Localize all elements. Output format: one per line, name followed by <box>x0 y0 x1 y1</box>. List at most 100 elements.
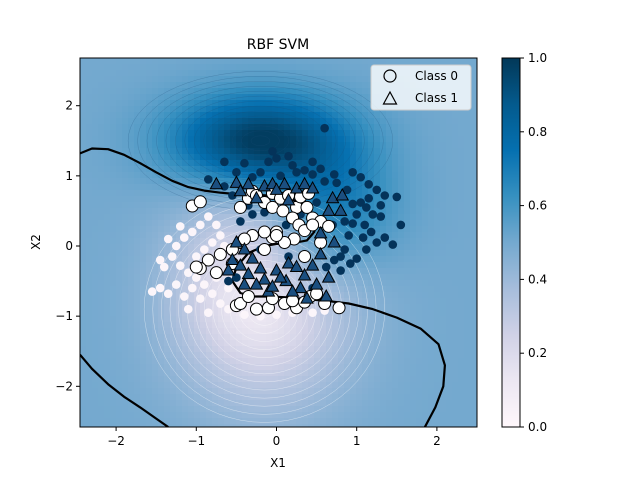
field-cell <box>260 382 267 389</box>
field-cell <box>290 358 297 365</box>
field-cell <box>416 256 423 263</box>
field-cell <box>212 166 219 173</box>
field-cell <box>224 292 231 299</box>
field-cell <box>266 64 273 71</box>
field-cell <box>104 274 111 281</box>
field-cell <box>176 64 183 71</box>
field-cell <box>278 100 285 107</box>
blue-dot <box>268 147 277 156</box>
field-cell <box>194 172 201 179</box>
field-cell <box>404 226 411 233</box>
field-cell <box>122 304 129 311</box>
field-cell <box>164 394 171 401</box>
field-cell <box>470 94 477 101</box>
field-cell <box>446 184 453 191</box>
field-cell <box>398 328 405 335</box>
field-cell <box>422 214 429 221</box>
white-dot <box>196 294 205 303</box>
field-cell <box>326 340 333 347</box>
field-cell <box>350 280 357 287</box>
field-cell <box>296 160 303 167</box>
field-cell <box>236 94 243 101</box>
field-cell <box>428 322 435 329</box>
field-cell <box>170 130 177 137</box>
field-cell <box>422 196 429 203</box>
field-cell <box>224 58 231 65</box>
field-cell <box>470 394 477 401</box>
field-cell <box>242 172 249 179</box>
field-cell <box>272 256 279 263</box>
field-cell <box>428 184 435 191</box>
field-cell <box>248 70 255 77</box>
field-cell <box>104 172 111 179</box>
field-cell <box>164 202 171 209</box>
field-cell <box>212 334 219 341</box>
field-cell <box>380 334 387 341</box>
field-cell <box>158 376 165 383</box>
field-cell <box>368 298 375 305</box>
field-cell <box>80 400 87 407</box>
field-cell <box>170 274 177 281</box>
field-cell <box>146 88 153 95</box>
field-cell <box>194 364 201 371</box>
field-cell <box>380 412 387 419</box>
field-cell <box>422 352 429 359</box>
field-cell <box>446 196 453 203</box>
field-cell <box>302 346 309 353</box>
field-cell <box>272 322 279 329</box>
field-cell <box>260 328 267 335</box>
field-cell <box>212 358 219 365</box>
field-cell <box>200 148 207 155</box>
field-cell <box>362 160 369 167</box>
field-cell <box>242 124 249 131</box>
field-cell <box>290 112 297 119</box>
field-cell <box>266 94 273 101</box>
field-cell <box>140 334 147 341</box>
field-cell <box>86 214 93 221</box>
field-cell <box>80 214 87 221</box>
field-cell <box>116 376 123 383</box>
field-cell <box>392 388 399 395</box>
field-cell <box>86 64 93 71</box>
field-cell <box>176 412 183 419</box>
field-cell <box>254 256 261 263</box>
field-cell <box>278 124 285 131</box>
field-cell <box>452 412 459 419</box>
field-cell <box>326 106 333 113</box>
field-cell <box>122 334 129 341</box>
field-cell <box>422 262 429 269</box>
field-cell <box>332 274 339 281</box>
field-cell <box>206 376 213 383</box>
field-cell <box>122 364 129 371</box>
field-cell <box>392 418 399 425</box>
field-cell <box>296 154 303 161</box>
field-cell <box>410 358 417 365</box>
field-cell <box>350 406 357 413</box>
field-cell <box>356 340 363 347</box>
field-cell <box>440 178 447 185</box>
field-cell <box>254 112 261 119</box>
blue-dot <box>348 199 357 209</box>
field-cell <box>218 382 225 389</box>
field-cell <box>380 112 387 119</box>
field-cell <box>428 316 435 323</box>
field-cell <box>110 82 117 89</box>
field-cell <box>86 286 93 293</box>
field-cell <box>302 382 309 389</box>
field-cell <box>248 406 255 413</box>
field-cell <box>110 94 117 101</box>
field-cell <box>224 424 231 427</box>
field-cell <box>116 364 123 371</box>
field-cell <box>272 118 279 125</box>
field-cell <box>80 280 87 287</box>
field-cell <box>422 112 429 119</box>
field-cell <box>362 166 369 173</box>
field-cell <box>338 58 345 65</box>
field-cell <box>422 172 429 179</box>
field-cell <box>338 274 345 281</box>
field-cell <box>326 394 333 401</box>
field-cell <box>470 166 477 173</box>
field-cell <box>134 322 141 329</box>
field-cell <box>92 304 99 311</box>
field-cell <box>404 136 411 143</box>
